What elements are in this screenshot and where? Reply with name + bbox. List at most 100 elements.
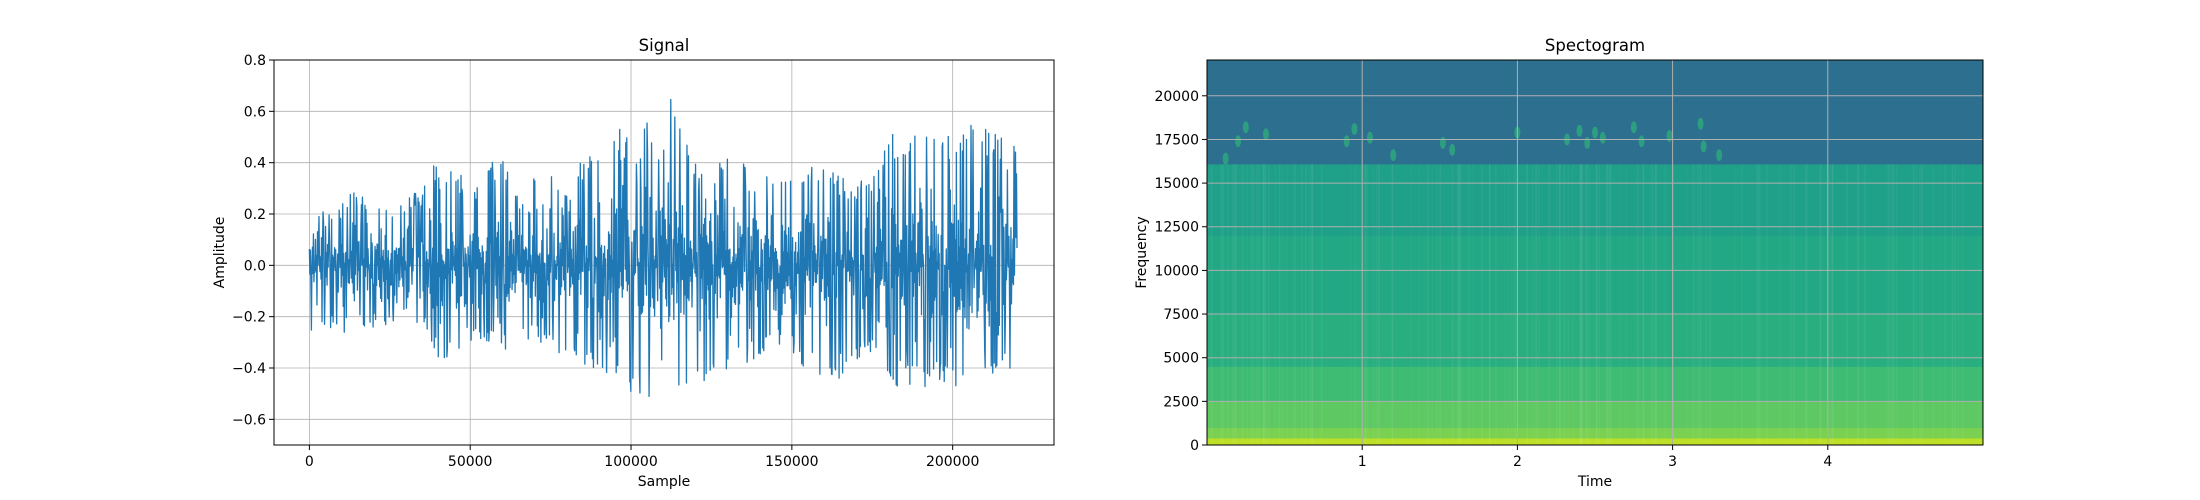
spectrogram-streak (1301, 163, 1303, 445)
spectrogram-y-tick-label: 2500 (1163, 394, 1199, 410)
spectrogram-streak (1286, 163, 1288, 445)
spectrogram-streak (1488, 163, 1491, 445)
spectrogram-streak (1665, 164, 1667, 445)
signal-x-tick-label: 0 (305, 454, 314, 470)
spectrogram-streak (1559, 163, 1561, 445)
spectrogram-streak (1608, 163, 1611, 445)
spectrogram-streak (1579, 163, 1582, 445)
spectrogram-streak (1538, 164, 1540, 445)
spectrogram-spot (1592, 126, 1598, 139)
spectrogram-streak (1354, 163, 1357, 445)
spectrogram-y-tick-label: 12500 (1154, 220, 1199, 236)
spectrogram-streak (1364, 163, 1367, 445)
spectrogram-streak (1780, 164, 1782, 445)
spectrogram-streak (1235, 163, 1237, 445)
signal-title: Signal (639, 36, 690, 55)
spectrogram-spot (1222, 152, 1229, 165)
spectrogram-streak (1451, 163, 1454, 445)
spectrogram-streak (1439, 163, 1441, 445)
spectrogram-x-tick-label: 4 (1823, 454, 1832, 470)
spectrogram-y-ticks: 0 2500 5000 7500 10000 12500 15000 17500 20000 (1154, 89, 1207, 454)
spectrogram-streak (1513, 164, 1515, 445)
spectrogram-streak (1595, 163, 1598, 445)
spectrogram-streak (1939, 164, 1941, 445)
spectrogram-streak (1962, 164, 1964, 445)
spectrogram-grid (1207, 60, 1983, 445)
spectrogram-spot (1343, 135, 1350, 148)
spectrogram-band (1207, 314, 1983, 367)
spectrogram-streak (1637, 163, 1640, 445)
spectrogram-streak (1793, 164, 1795, 445)
spectrogram-streak (1778, 164, 1780, 445)
spectrogram-y-tick-label: 15000 (1154, 176, 1199, 192)
spectrogram-streak (1650, 164, 1652, 445)
spectrogram-streak (1410, 164, 1412, 445)
spectrogram-streak (1687, 164, 1689, 445)
spectrogram-streak (1267, 163, 1270, 445)
spectrogram-band (1207, 401, 1983, 429)
spectrogram-streak (1932, 164, 1934, 445)
signal-waveform (308, 98, 1018, 398)
spectrogram-streak (1258, 163, 1260, 445)
spectrogram-streak (1392, 164, 1394, 445)
spectrogram-streak (1766, 163, 1768, 445)
signal-y-tick-label: 0.2 (244, 207, 266, 223)
spectrogram-streak (1262, 163, 1265, 445)
spectrogram-streak (1311, 163, 1313, 445)
spectrogram-streak (1222, 163, 1224, 445)
spectrogram-spots (1222, 117, 1723, 165)
spectrogram-streak (1436, 164, 1438, 445)
spectrogram-streak (1620, 164, 1622, 445)
spectrogram-streak (1294, 163, 1296, 445)
spectrogram-streak (1896, 164, 1898, 445)
spectrogram-streak (1274, 164, 1276, 445)
spectrogram-streak (1568, 164, 1570, 445)
spectrogram-streak (1549, 164, 1551, 445)
spectrogram-spot (1235, 135, 1242, 148)
signal-y-axis-label: Amplitude (212, 217, 228, 289)
spectrogram-streak (1241, 163, 1244, 445)
signal-y-tick-label: 0.8 (244, 53, 266, 69)
spectrogram-streak (1846, 163, 1848, 445)
signal-y-tick-label: −0.2 (232, 310, 266, 326)
spectrogram-spot (1262, 128, 1269, 141)
spectrogram-streak (1507, 164, 1509, 445)
spectrogram-streak (1391, 163, 1394, 445)
spectrogram-streak (1510, 164, 1512, 445)
spectrogram-streak (1350, 164, 1352, 445)
spectrogram-streak (1580, 163, 1583, 445)
signal-y-tick-label: 0.0 (244, 258, 266, 274)
spectrogram-y-tick-label: 0 (1190, 438, 1199, 454)
spectrogram-streak (1263, 163, 1265, 445)
signal-line (308, 98, 1018, 398)
signal-x-tick-label: 150000 (765, 454, 818, 470)
spectrogram-x-tick-label: 1 (1358, 454, 1367, 470)
spectrogram-streak (1515, 164, 1517, 445)
spectrogram-streak (1572, 164, 1574, 445)
spectrogram-spot (1351, 122, 1358, 135)
signal-x-tick-label: 200000 (926, 454, 979, 470)
signal-x-tick-label: 50000 (448, 454, 493, 470)
signal-y-tick-label: 0.6 (244, 104, 266, 120)
spectrogram-streak (1558, 163, 1561, 445)
spectrogram-streak (1892, 163, 1895, 445)
spectrogram-streak (1579, 163, 1582, 445)
spectrogram-streak (1378, 163, 1380, 445)
spectrogram-streak (1819, 163, 1822, 445)
spectrogram-band (1207, 427, 1983, 439)
spectrogram-streak (1581, 163, 1583, 445)
spectrogram-y-axis-label: Frequency (1134, 216, 1150, 288)
spectrogram-streak (1256, 163, 1258, 445)
signal-x-axis-label: Sample (638, 474, 691, 490)
spectrogram-streak (1532, 164, 1534, 445)
spectrogram-streak (1232, 163, 1234, 445)
spectrogram-streak (1457, 163, 1459, 445)
spectrogram-y-tick-label: 5000 (1163, 351, 1199, 367)
spectrogram-streak (1227, 163, 1229, 445)
spectrogram-streak (1864, 163, 1867, 445)
spectrogram-streak (1588, 163, 1590, 445)
spectrogram-streak (1209, 164, 1211, 445)
spectrogram-spot (1439, 136, 1446, 149)
spectrogram-streak (1741, 164, 1743, 445)
